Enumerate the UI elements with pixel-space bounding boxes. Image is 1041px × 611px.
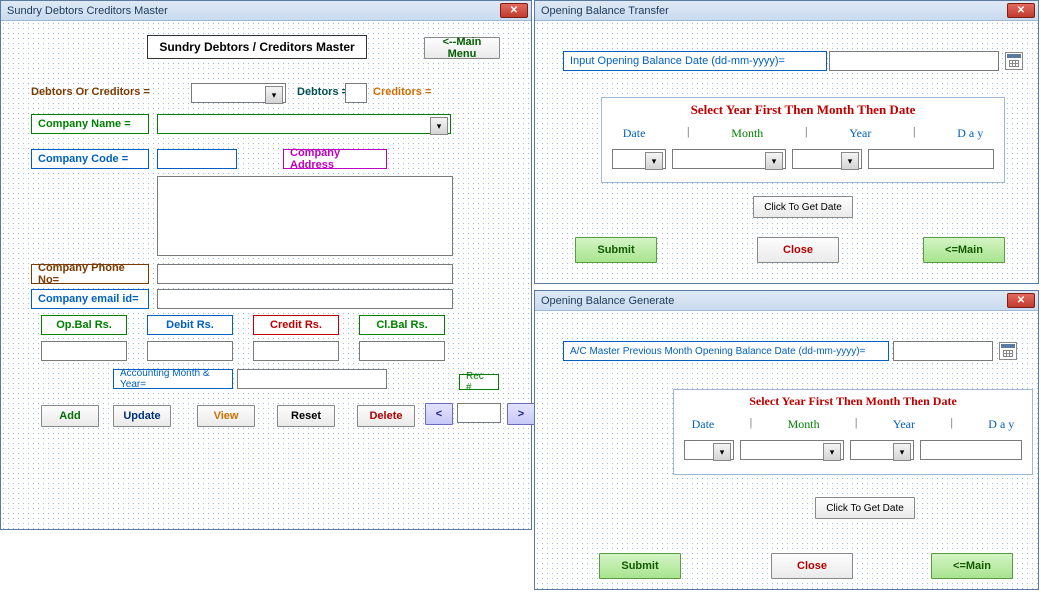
titlebar-bot: Opening Balance Generate ✕ — [535, 291, 1038, 311]
company-code-field[interactable] — [157, 149, 237, 169]
date-select[interactable] — [612, 149, 666, 169]
main-menu-button[interactable]: <--Main Menu — [424, 37, 500, 59]
date-input-top[interactable] — [829, 51, 999, 71]
month-col: Month — [731, 126, 763, 141]
panel-inputs — [674, 432, 1032, 460]
creditors-label: Creditors = — [373, 86, 431, 98]
get-date-button-top[interactable]: Click To Get Date — [753, 196, 853, 218]
opening-balance-generate-window: Opening Balance Generate ✕ A/C Master Pr… — [534, 290, 1039, 590]
year-select[interactable] — [850, 440, 914, 460]
company-address-field[interactable] — [157, 176, 453, 256]
date-select[interactable] — [684, 440, 734, 460]
title-left: Sundry Debtors Creditors Master — [7, 5, 168, 17]
opbal-field[interactable] — [41, 341, 127, 361]
date-panel-bot: Select Year First Then Month Then Date D… — [673, 389, 1033, 475]
calendar-icon[interactable] — [999, 342, 1017, 360]
close-icon[interactable]: ✕ — [500, 3, 528, 18]
opening-balance-transfer-window: Opening Balance Transfer ✕ Input Opening… — [534, 0, 1039, 284]
close-button-bot[interactable]: Close — [771, 553, 853, 579]
month-col: Month — [788, 417, 820, 432]
opbal-label: Op.Bal Rs. — [41, 315, 127, 335]
day-col: D a y — [988, 417, 1014, 432]
titlebar-top: Opening Balance Transfer ✕ — [535, 1, 1038, 21]
submit-button-bot[interactable]: Submit — [599, 553, 681, 579]
prev-button[interactable]: < — [425, 403, 453, 425]
year-select[interactable] — [792, 149, 862, 169]
company-code-label: Company Code = — [31, 149, 149, 169]
company-phone-label: Company Phone No= — [31, 264, 149, 284]
day-field[interactable] — [920, 440, 1022, 460]
title-top: Opening Balance Transfer — [541, 5, 669, 17]
prompt-bot: A/C Master Previous Month Opening Balanc… — [563, 341, 889, 361]
panel-columns: Date| Month| Year| D a y — [674, 417, 1032, 432]
reset-button[interactable]: Reset — [277, 405, 335, 427]
main-button-bot[interactable]: <=Main — [931, 553, 1013, 579]
close-button-top[interactable]: Close — [757, 237, 839, 263]
year-col: Year — [893, 417, 915, 432]
prompt-top: Input Opening Balance Date (dd-mm-yyyy)= — [563, 51, 827, 71]
company-name-select[interactable] — [157, 114, 451, 134]
update-button[interactable]: Update — [113, 405, 171, 427]
day-col: D a y — [957, 126, 983, 141]
date-panel-top: Select Year First Then Month Then Date D… — [601, 97, 1005, 183]
panel-columns: Date| Month| Year| D a y — [602, 126, 1004, 141]
date-col: Date — [623, 126, 646, 141]
title-bot: Opening Balance Generate — [541, 295, 674, 307]
sundry-master-window: Sundry Debtors Creditors Master ✕ Sundry… — [0, 0, 532, 530]
acct-month-label: Accounting Month & Year= — [113, 369, 233, 389]
credit-field[interactable] — [253, 341, 339, 361]
credit-label: Credit Rs. — [253, 315, 339, 335]
submit-button-top[interactable]: Submit — [575, 237, 657, 263]
month-select[interactable] — [672, 149, 786, 169]
view-button[interactable]: View — [197, 405, 255, 427]
acct-month-field[interactable] — [237, 369, 387, 389]
titlebar-left: Sundry Debtors Creditors Master ✕ — [1, 1, 531, 21]
year-col: Year — [849, 126, 871, 141]
close-icon[interactable]: ✕ — [1007, 293, 1035, 308]
clbal-field[interactable] — [359, 341, 445, 361]
debtors-label: Debtors = — [297, 86, 348, 98]
get-date-button-bot[interactable]: Click To Get Date — [815, 497, 915, 519]
close-icon[interactable]: ✕ — [1007, 3, 1035, 18]
debtors-or-creditors-select[interactable] — [191, 83, 286, 103]
page-heading: Sundry Debtors / Creditors Master — [147, 35, 367, 59]
month-select[interactable] — [740, 440, 844, 460]
debtors-field[interactable] — [345, 83, 367, 103]
debit-label: Debit Rs. — [147, 315, 233, 335]
next-button[interactable]: > — [507, 403, 535, 425]
panel-header-top: Select Year First Then Month Then Date — [602, 98, 1004, 118]
day-field[interactable] — [868, 149, 994, 169]
date-input-bot[interactable] — [893, 341, 993, 361]
main-button-top[interactable]: <=Main — [923, 237, 1005, 263]
panel-header-bot: Select Year First Then Month Then Date — [674, 390, 1032, 409]
clbal-label: Cl.Bal Rs. — [359, 315, 445, 335]
company-email-label: Company email id= — [31, 289, 149, 309]
delete-button[interactable]: Delete — [357, 405, 415, 427]
panel-inputs — [602, 141, 1004, 169]
calendar-icon[interactable] — [1005, 52, 1023, 70]
add-button[interactable]: Add — [41, 405, 99, 427]
rec-label: Rec # — [459, 374, 499, 390]
debtors-or-creditors-label: Debtors Or Creditors = — [31, 86, 150, 98]
company-name-label: Company Name = — [31, 114, 149, 134]
company-address-label: Company Address — [283, 149, 387, 169]
rec-field[interactable] — [457, 403, 501, 423]
debit-field[interactable] — [147, 341, 233, 361]
company-phone-field[interactable] — [157, 264, 453, 284]
company-email-field[interactable] — [157, 289, 453, 309]
date-col: Date — [692, 417, 715, 432]
